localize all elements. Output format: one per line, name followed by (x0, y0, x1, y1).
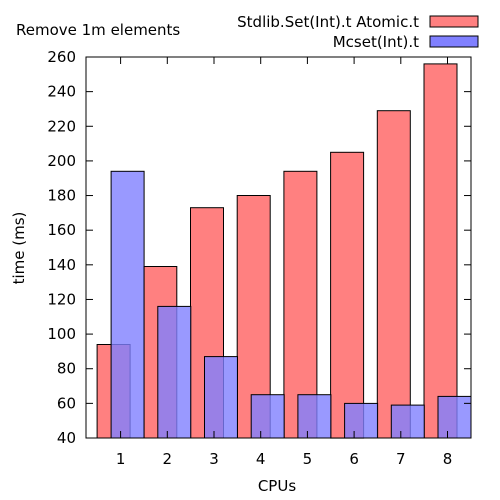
x-tick-label: 6 (349, 450, 359, 468)
bar-series2-cpu-5 (297, 394, 332, 439)
y-tick-label: 40 (57, 429, 76, 447)
y-tick-label: 260 (47, 48, 76, 66)
bar-series2-cpu-7 (390, 404, 425, 439)
y-tick-label: 80 (57, 360, 76, 378)
bar-series2-cpu-8 (437, 395, 472, 439)
x-tick-label: 3 (209, 450, 219, 468)
bar-series2-cpu-6 (344, 402, 379, 439)
bar-series1-cpu-7 (376, 110, 411, 439)
bar-series1-cpu-8 (423, 63, 458, 439)
plot-frame (85, 56, 472, 439)
y-tick-label: 200 (47, 152, 76, 170)
x-axis-label: CPUs (258, 477, 296, 495)
legend-label-series1: Stdlib.Set(Int).t Atomic.t (237, 13, 419, 31)
y-tick-label: 120 (47, 290, 76, 308)
x-tick-label: 1 (116, 450, 126, 468)
y-tick-label: 240 (47, 83, 76, 101)
bar-series2-cpu-1 (110, 170, 145, 439)
y-tick-label: 100 (47, 325, 76, 343)
legend-label-series2: Mcset(Int).t (333, 33, 419, 51)
bar-series1-cpu-6 (330, 151, 365, 439)
x-tick-label: 2 (163, 450, 173, 468)
legend-swatch-series1 (429, 15, 479, 28)
y-tick-label: 140 (47, 256, 76, 274)
x-tick-label: 7 (396, 450, 406, 468)
legend: Stdlib.Set(Int).t Atomic.t Mcset(Int).t (237, 13, 479, 51)
x-tick-label: 8 (443, 450, 453, 468)
y-tick-label: 180 (47, 187, 76, 205)
bar-series2-cpu-3 (204, 356, 238, 439)
y-tick-label: 220 (47, 117, 76, 135)
chart-title: Remove 1m elements (16, 21, 180, 39)
x-tick-label: 5 (303, 450, 313, 468)
y-axis-label: time (ms) (10, 212, 28, 285)
y-tick-label: 60 (57, 394, 76, 412)
bar-series2-cpu-2 (157, 305, 192, 439)
bar-series2-cpu-4 (250, 394, 285, 439)
x-tick-label: 4 (256, 450, 266, 468)
legend-swatch-series2 (429, 35, 479, 48)
y-tick-label: 160 (47, 221, 76, 239)
